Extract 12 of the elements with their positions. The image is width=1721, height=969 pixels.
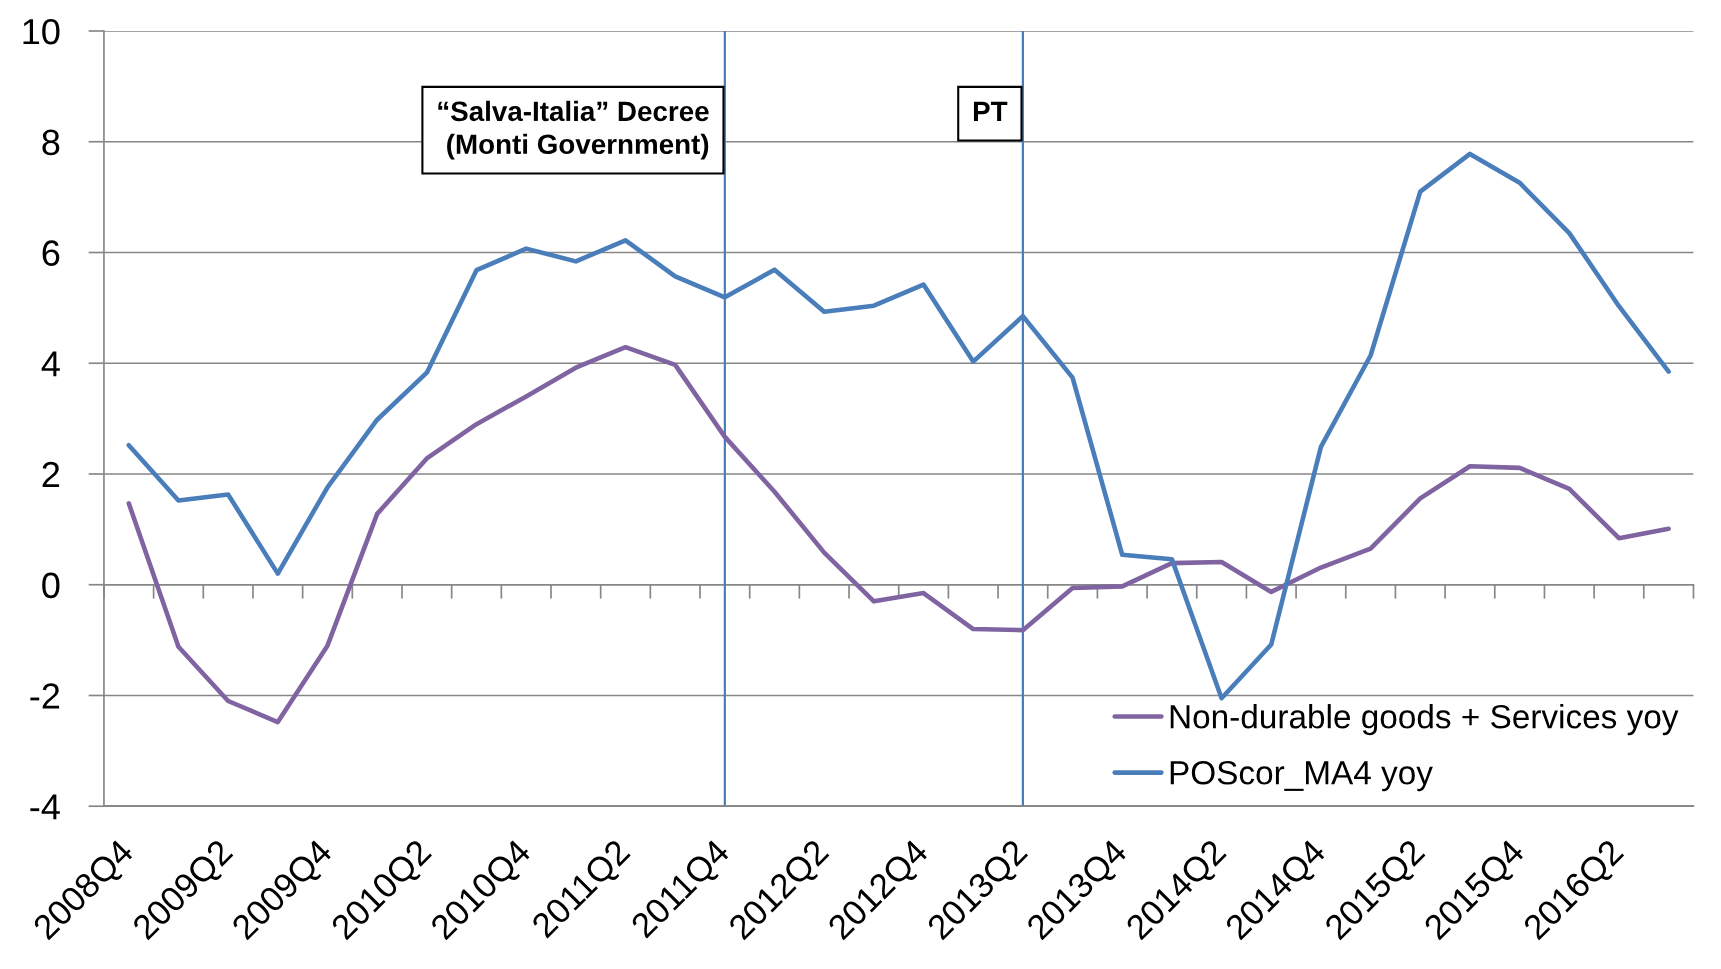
ref-line-label: PT xyxy=(973,101,1008,121)
y-tick-label: 8 xyxy=(42,129,60,156)
y-tick-label: 4 xyxy=(41,351,60,377)
y-tick-label: 10 xyxy=(23,18,60,45)
y-tick-label: 0 xyxy=(42,572,60,599)
y-tick-label: 6 xyxy=(42,240,60,266)
y-tick-label: 2 xyxy=(42,461,60,488)
y-tick-label: -2 xyxy=(30,683,60,709)
legend-label: POScor_MA4 yoy xyxy=(1170,761,1433,792)
y-tick-label: -4 xyxy=(30,794,60,820)
ref-line-label: “Salva-Italia” Decree (Monti Government) xyxy=(438,100,709,160)
legend-label: Non-durable goods + Services yoy xyxy=(1170,704,1679,736)
